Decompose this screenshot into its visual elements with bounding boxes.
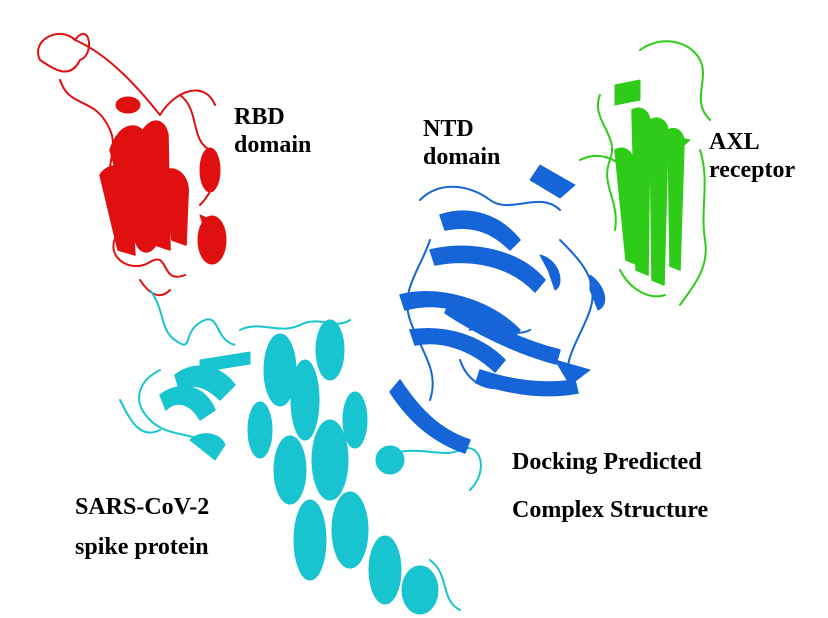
complex-caption-line2: Complex Structure bbox=[512, 497, 709, 523]
rbd-label-line1: RBD bbox=[234, 104, 285, 130]
ntd-domain-label: NTD domain bbox=[423, 115, 500, 171]
spike-label-line1: SARS-CoV-2 bbox=[75, 494, 210, 520]
ntd-label-line1: NTD bbox=[423, 116, 474, 142]
axl-label-line1: AXL bbox=[709, 129, 760, 155]
rbd-spike-linker bbox=[149, 289, 236, 346]
complex-caption-line1: Docking Predicted bbox=[512, 449, 702, 475]
axl-receptor-label: AXL receptor bbox=[709, 128, 795, 184]
complex-structure-caption: Docking Predicted Complex Structure bbox=[512, 438, 708, 534]
spike-label-line2: spike protein bbox=[75, 534, 209, 560]
ntd-label-line2: domain bbox=[423, 144, 501, 170]
axl-receptor-ribbon bbox=[579, 40, 711, 306]
rbd-domain-ribbon bbox=[37, 32, 227, 297]
rbd-label-line2: domain bbox=[234, 132, 312, 158]
rbd-domain-label: RBD domain bbox=[234, 103, 311, 159]
spike-protein-label: SARS-CoV-2 spike protein bbox=[75, 487, 209, 567]
axl-label-line2: receptor bbox=[709, 157, 796, 183]
ntd-domain-ribbon bbox=[389, 164, 606, 454]
spike-protein-ribbon bbox=[119, 319, 482, 615]
